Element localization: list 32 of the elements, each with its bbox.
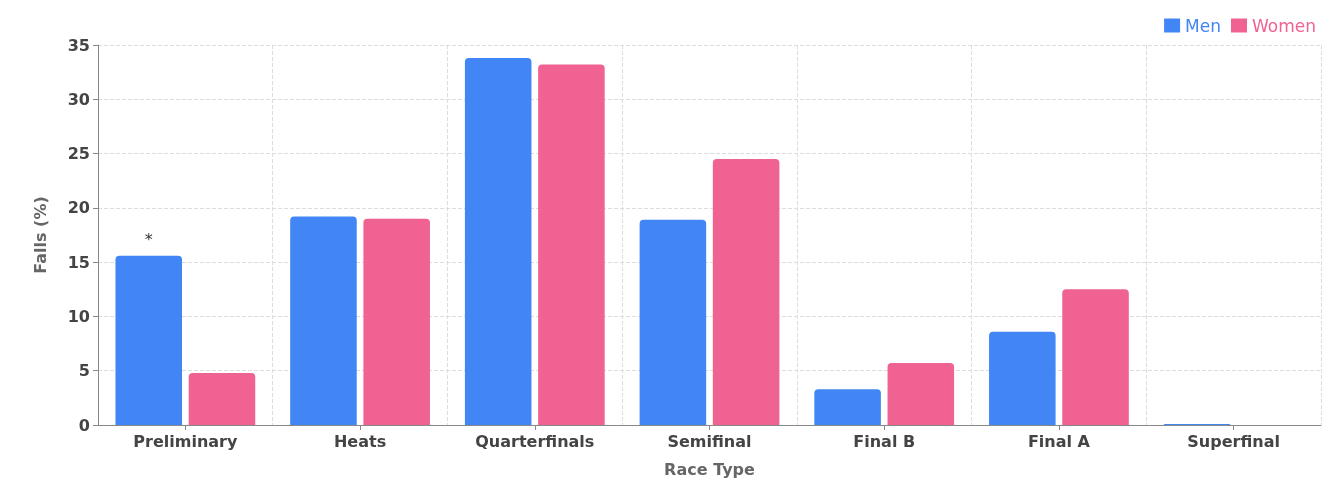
bar — [115, 255, 183, 425]
bar — [464, 58, 532, 425]
bar — [188, 372, 256, 425]
bar — [639, 219, 707, 425]
y-tick-label: 5 — [78, 361, 90, 381]
bar — [887, 363, 955, 425]
bar — [989, 331, 1056, 425]
y-axis-title: Falls (%) — [30, 196, 50, 274]
y-tick-label: 35 — [67, 35, 90, 55]
annotation: * — [144, 230, 153, 250]
legend-label: Women — [1251, 15, 1317, 36]
bar — [814, 389, 881, 425]
y-tick-label: 25 — [67, 144, 90, 164]
x-tick-label: Preliminary — [133, 431, 238, 451]
bar — [363, 218, 430, 425]
bar — [1062, 289, 1129, 425]
legend-label: Men — [1185, 15, 1221, 36]
bar — [712, 159, 780, 425]
y-tick-label: 30 — [67, 89, 90, 109]
x-tick-label: Final B — [853, 431, 916, 451]
x-tick-label: Heats — [333, 431, 387, 451]
x-axis-title: Race Type — [664, 459, 756, 479]
bar — [290, 216, 357, 425]
x-tick-label: Semifinal — [667, 431, 752, 451]
y-tick-label: 0 — [78, 415, 90, 435]
y-tick-label: 10 — [67, 306, 90, 326]
x-tick-label: Final A — [1027, 431, 1091, 451]
x-tick-label: Quarterfinals — [475, 431, 595, 451]
y-tick-label: 15 — [67, 252, 90, 272]
x-tick-label: Superfinal — [1187, 431, 1280, 451]
y-tick-label: 20 — [67, 198, 90, 218]
bar — [538, 64, 605, 425]
